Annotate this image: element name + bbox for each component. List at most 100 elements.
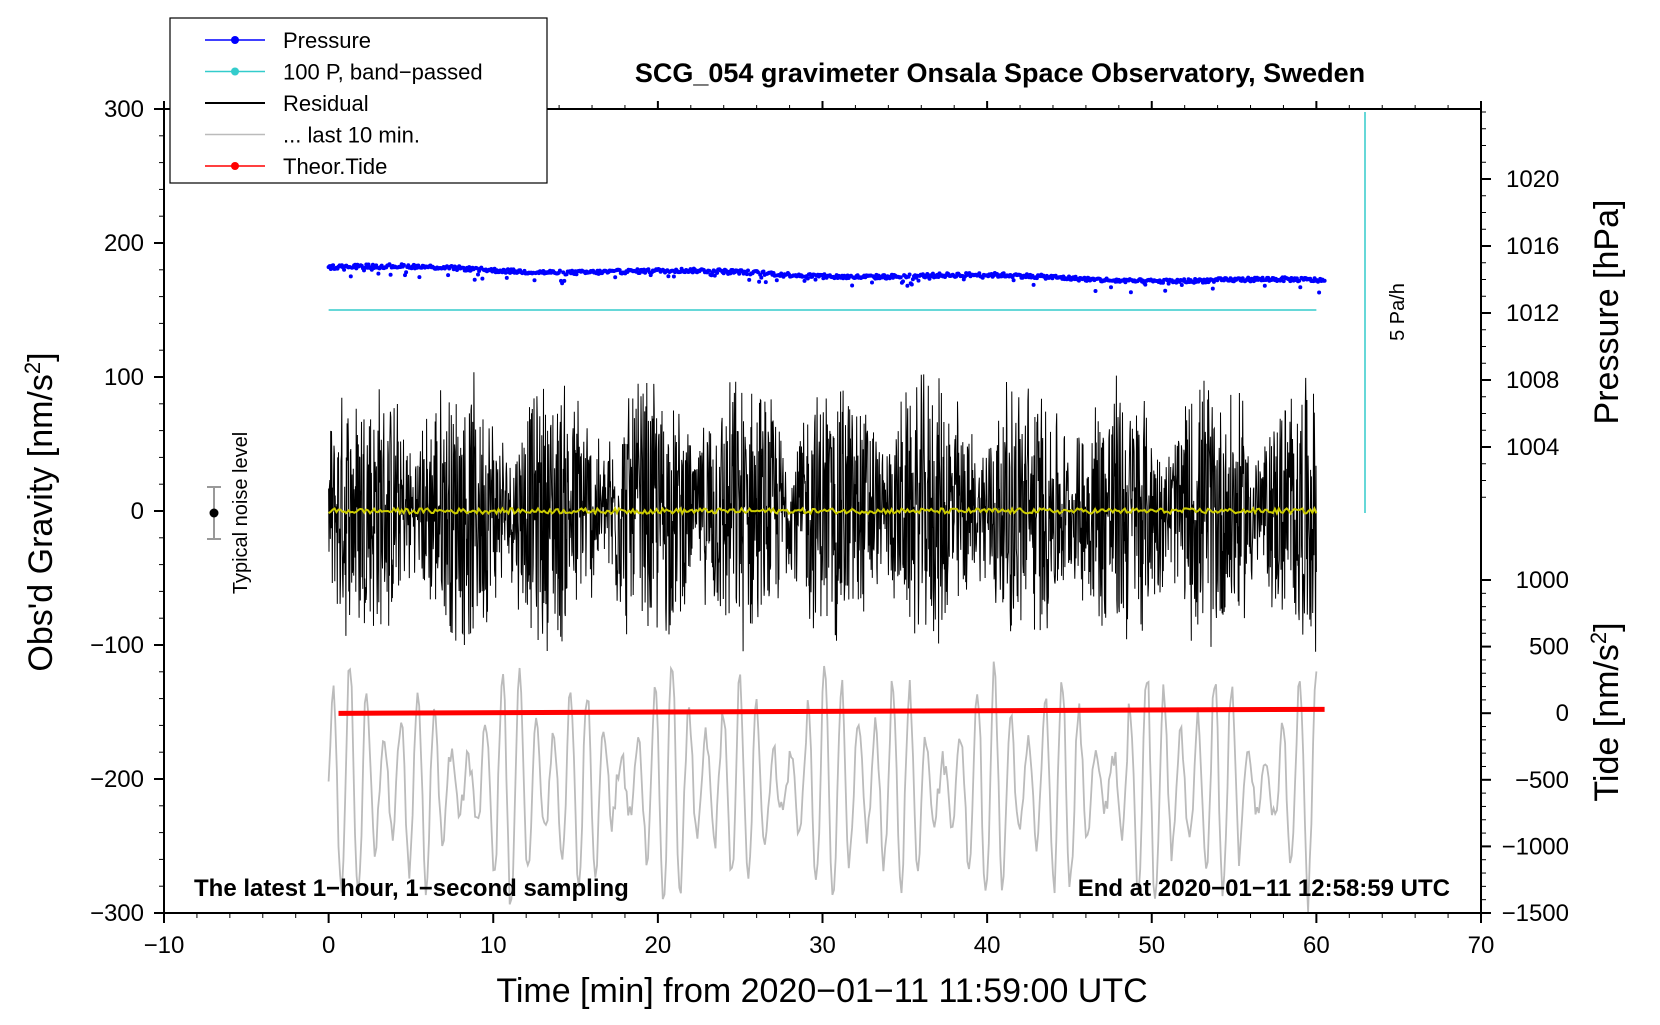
x-tick-label: −10 (144, 932, 185, 959)
pressure-point (1179, 283, 1184, 287)
pressure-point (925, 272, 930, 276)
pressure-point (1128, 290, 1133, 295)
y-axis-label-pressure: Pressure [hPa] (1588, 200, 1626, 425)
pressure-point (1011, 278, 1016, 283)
pressure-point (690, 270, 695, 275)
noise-marker: Typical noise level (207, 432, 252, 594)
legend-marker (231, 162, 239, 170)
pressure-point (1298, 285, 1303, 290)
axes-layer: −10 0 10 20 30 40 50 60 703002001000−100−200−300… (90, 96, 1569, 959)
pressure-point (388, 272, 393, 277)
pressure-point (370, 262, 375, 267)
pressure-point (376, 271, 381, 276)
pressure-tick-label: 1012 (1506, 300, 1559, 327)
series-residual-line (328, 372, 1317, 652)
pressure-point (744, 272, 749, 277)
tide-tick-label: 1000 (1516, 567, 1569, 594)
pressure-point (387, 262, 392, 267)
x-tick-label: 10 (480, 932, 507, 959)
pressure-point (882, 273, 887, 278)
pressure-point (1297, 278, 1302, 283)
pressure-point (898, 275, 903, 280)
tide-tick-label: −500 (1515, 767, 1569, 794)
pressure-point (901, 279, 905, 284)
pressure-point (870, 280, 874, 285)
pressure-point (613, 275, 618, 280)
chart-title: SCG_054 gravimeter Onsala Space Observat… (635, 58, 1365, 88)
note-end-time: End at 2020−01−11 12:58:59 UTC (1078, 875, 1450, 902)
pressure-point (446, 273, 451, 278)
pressure-point (342, 267, 347, 272)
y-tick-label: −300 (90, 900, 144, 927)
x-tick-label: 30 (809, 932, 836, 959)
pressure-tick-label: 1016 (1506, 233, 1559, 260)
rate-label: 5 Pa/h (1387, 283, 1409, 341)
pressure-point (728, 271, 733, 276)
y-tick-label: 200 (104, 230, 144, 257)
pressure-point (813, 277, 818, 282)
pressure-point (637, 271, 642, 275)
x-tick-label: 40 (974, 932, 1001, 959)
pressure-point (401, 263, 406, 267)
pressure-point (907, 272, 912, 277)
x-tick-label: 20 (645, 932, 672, 959)
pressure-point (737, 271, 742, 276)
noise-point (209, 508, 219, 518)
pressure-tick-label: 1020 (1506, 166, 1559, 193)
pressure-point (916, 278, 921, 283)
pressure-point (761, 269, 766, 274)
pressure-point (712, 273, 717, 278)
pressure-point (927, 276, 932, 281)
tide-tick-label: 0 (1556, 700, 1569, 727)
x-tick-label: 50 (1138, 932, 1165, 959)
pressure-point (977, 271, 982, 276)
pressure-point (1163, 288, 1168, 293)
pressure-point (759, 275, 764, 280)
pressure-point (366, 262, 371, 267)
pressure-point (480, 276, 485, 281)
pressure-point (1281, 279, 1286, 284)
pressure-point (1262, 283, 1267, 288)
pressure-point (802, 278, 807, 283)
pressure-point (557, 268, 562, 273)
pressure-point (709, 273, 714, 278)
pressure-point (1166, 281, 1171, 286)
y-tick-label: −100 (90, 632, 144, 659)
pressure-point (328, 267, 333, 271)
noise-label: Typical noise level (230, 432, 252, 594)
series-pressure (326, 262, 1327, 295)
legend-label: ... last 10 min. (283, 123, 420, 148)
pressure-point (671, 274, 676, 279)
series-tide-line (338, 706, 1325, 716)
plot-layer (326, 262, 1327, 913)
pressure-tick-label: 1004 (1506, 434, 1559, 461)
pressure-point (348, 274, 353, 279)
pressure-point (474, 266, 479, 271)
pressure-point (635, 267, 640, 272)
pressure-point (574, 272, 579, 277)
pressure-point (757, 279, 762, 284)
y-axis-label-tide: Tide [nm/s2] (1586, 622, 1626, 801)
pressure-point (467, 265, 472, 270)
x-tick-label: 0 (322, 932, 335, 959)
pressure-point (905, 283, 910, 288)
pressure-point (1031, 282, 1036, 287)
legend-label: Pressure (283, 28, 371, 53)
pressure-point (417, 275, 422, 280)
tide-tick-label: −1000 (1502, 833, 1569, 860)
x-tick-label: 60 (1303, 932, 1330, 959)
pressure-point (472, 277, 477, 282)
pressure-point (805, 276, 810, 281)
pressure-point (532, 278, 537, 283)
pressure-point (1067, 274, 1071, 279)
y-tick-label: 300 (104, 96, 144, 123)
pressure-point (331, 263, 336, 268)
pressure-point (1093, 289, 1098, 293)
pressure-point (1001, 271, 1006, 276)
series-last10-line (327, 661, 1318, 913)
x-tick-label: 70 (1468, 932, 1495, 959)
legend: Pressure 100 P, band−passed Residual ... la… (169, 17, 548, 184)
legend-box (169, 17, 548, 184)
y-tick-label: −200 (90, 766, 144, 793)
pressure-point (504, 275, 509, 280)
